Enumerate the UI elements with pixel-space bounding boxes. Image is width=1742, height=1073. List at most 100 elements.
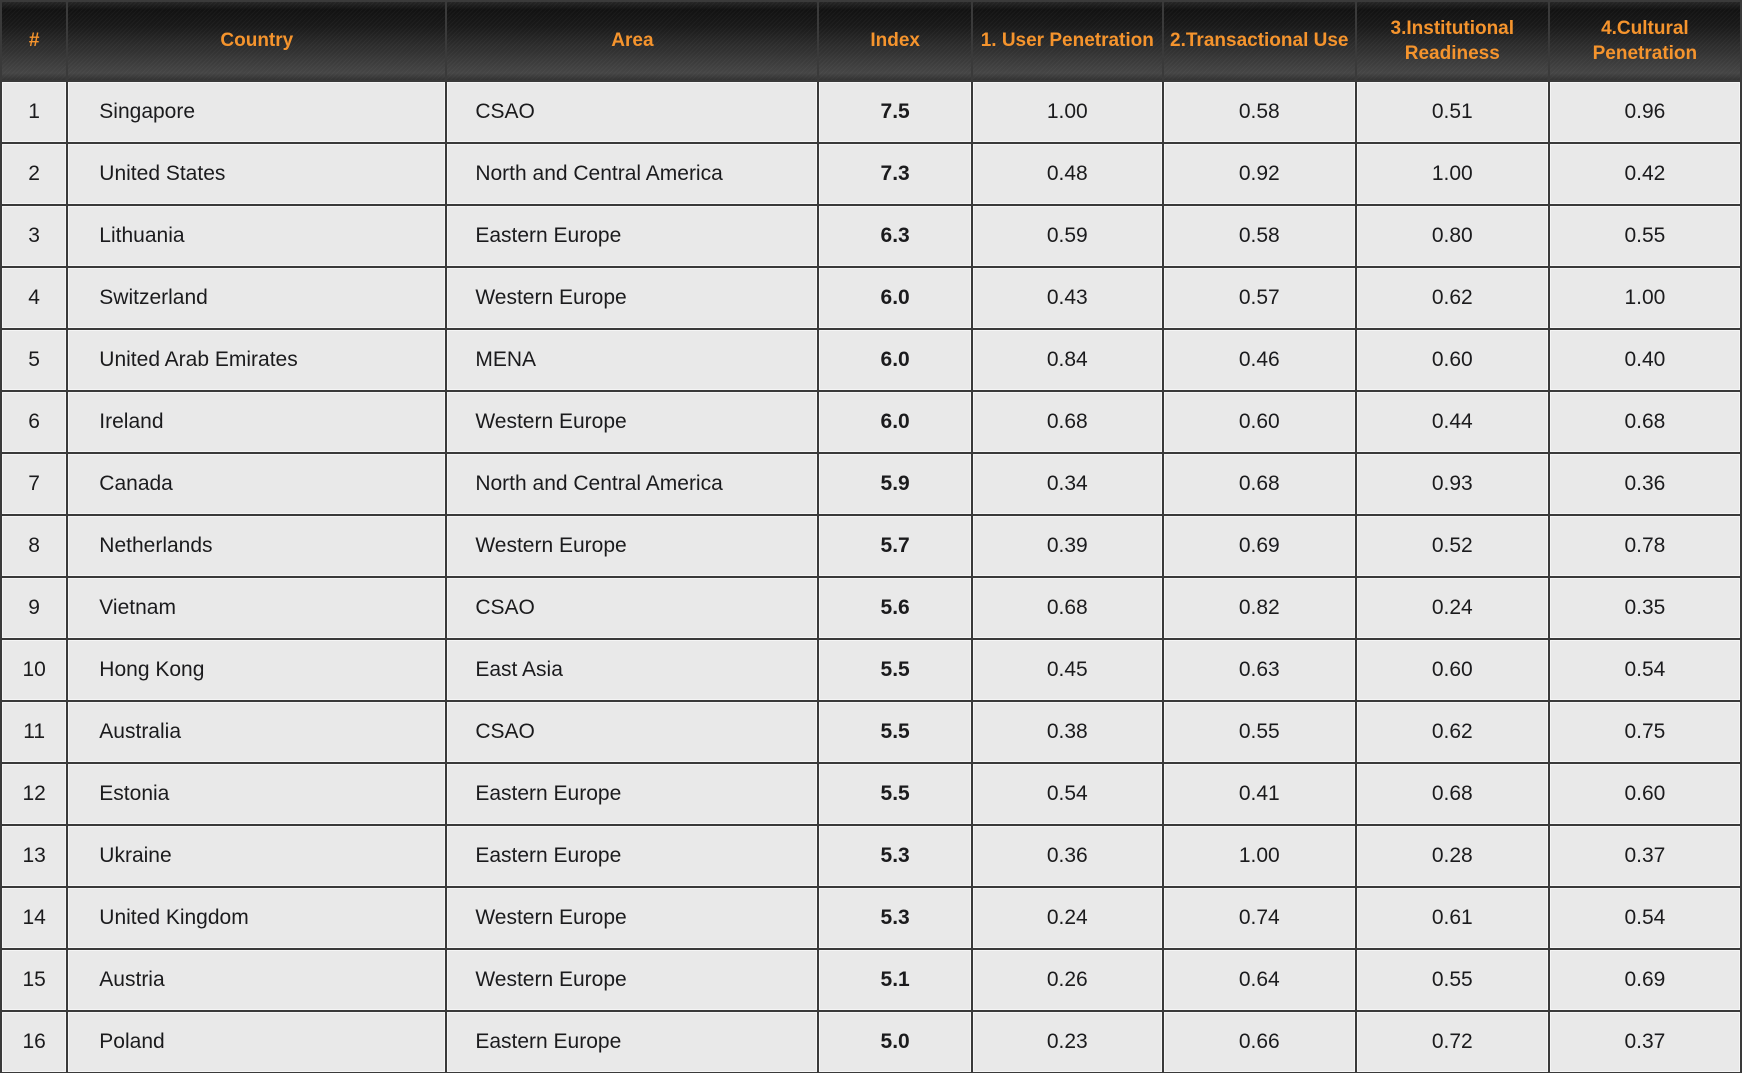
cell-index: 5.3 xyxy=(819,826,971,886)
cell-country: Lithuania xyxy=(68,206,446,266)
table-row: 12 Estonia Eastern Europe 5.5 0.54 0.41 0.68 0.… xyxy=(2,764,1740,824)
cell-rank: 12 xyxy=(2,764,67,824)
cell-rank: 13 xyxy=(2,826,67,886)
cell-cultural-penetration: 0.35 xyxy=(1549,578,1740,638)
cell-user-penetration: 0.39 xyxy=(972,516,1162,576)
cell-transactional-use: 1.00 xyxy=(1163,826,1355,886)
cell-country: Poland xyxy=(68,1012,446,1072)
cell-rank: 7 xyxy=(2,454,67,514)
table-row: 10 Hong Kong East Asia 5.5 0.45 0.63 0.60 0.54 xyxy=(2,640,1740,700)
cell-institutional-readiness: 0.80 xyxy=(1356,206,1548,266)
cell-rank: 15 xyxy=(2,950,67,1010)
cell-index: 5.6 xyxy=(819,578,971,638)
column-header-cultural-penetration: 4.Cultural Penetration xyxy=(1550,2,1740,80)
cell-institutional-readiness: 0.62 xyxy=(1356,268,1548,328)
cell-area: Eastern Europe xyxy=(447,764,818,824)
cell-transactional-use: 0.92 xyxy=(1163,144,1355,204)
table-row: 11 Australia CSAO 5.5 0.38 0.55 0.62 0.75 xyxy=(2,702,1740,762)
cell-area: CSAO xyxy=(447,702,818,762)
cell-country: Hong Kong xyxy=(68,640,446,700)
cell-index: 6.3 xyxy=(819,206,971,266)
cell-transactional-use: 0.57 xyxy=(1163,268,1355,328)
cell-rank: 4 xyxy=(2,268,67,328)
cell-cultural-penetration: 0.78 xyxy=(1549,516,1740,576)
cell-cultural-penetration: 0.69 xyxy=(1549,950,1740,1010)
cell-institutional-readiness: 0.60 xyxy=(1356,640,1548,700)
cell-institutional-readiness: 0.44 xyxy=(1356,392,1548,452)
cell-area: Western Europe xyxy=(447,392,818,452)
cell-user-penetration: 0.45 xyxy=(972,640,1162,700)
cell-rank: 3 xyxy=(2,206,67,266)
table-row: 3 Lithuania Eastern Europe 6.3 0.59 0.58 0.80 0… xyxy=(2,206,1740,266)
cell-cultural-penetration: 0.37 xyxy=(1549,1012,1740,1072)
cell-transactional-use: 0.82 xyxy=(1163,578,1355,638)
table-row: 15 Austria Western Europe 5.1 0.26 0.64 0.55 0.… xyxy=(2,950,1740,1010)
cell-cultural-penetration: 0.42 xyxy=(1549,144,1740,204)
cell-index: 5.5 xyxy=(819,640,971,700)
header-row: # Country Area Index 1. User Penetration… xyxy=(2,2,1740,80)
cell-country: United Kingdom xyxy=(68,888,446,948)
cell-cultural-penetration: 0.68 xyxy=(1549,392,1740,452)
cell-cultural-penetration: 0.36 xyxy=(1549,454,1740,514)
column-header-institutional-readiness: 3.Institutional Readiness xyxy=(1357,2,1548,80)
cell-user-penetration: 0.24 xyxy=(972,888,1162,948)
cell-country: Australia xyxy=(68,702,446,762)
cell-area: Western Europe xyxy=(447,950,818,1010)
cell-country: Netherlands xyxy=(68,516,446,576)
table-row: 5 United Arab Emirates MENA 6.0 0.84 0.46 0.60… xyxy=(2,330,1740,390)
cell-country: Switzerland xyxy=(68,268,446,328)
cell-index: 5.7 xyxy=(819,516,971,576)
cell-area: Eastern Europe xyxy=(447,206,818,266)
cell-country: United States xyxy=(68,144,446,204)
cell-area: CSAO xyxy=(447,578,818,638)
cell-user-penetration: 0.59 xyxy=(972,206,1162,266)
table-row: 8 Netherlands Western Europe 5.7 0.39 0.69 0.5… xyxy=(2,516,1740,576)
cell-user-penetration: 0.68 xyxy=(972,578,1162,638)
cell-index: 7.5 xyxy=(819,82,971,142)
table-row: 9 Vietnam CSAO 5.6 0.68 0.82 0.24 0.35 xyxy=(2,578,1740,638)
column-header-user-penetration: 1. User Penetration xyxy=(973,2,1162,80)
cell-index: 5.3 xyxy=(819,888,971,948)
cell-cultural-penetration: 0.54 xyxy=(1549,640,1740,700)
cell-institutional-readiness: 0.28 xyxy=(1356,826,1548,886)
cell-index: 6.0 xyxy=(819,268,971,328)
column-header-area: Area xyxy=(447,2,817,80)
cell-index: 7.3 xyxy=(819,144,971,204)
cell-transactional-use: 0.55 xyxy=(1163,702,1355,762)
cell-area: Western Europe xyxy=(447,268,818,328)
cell-index: 5.1 xyxy=(819,950,971,1010)
cell-rank: 1 xyxy=(2,82,67,142)
cell-institutional-readiness: 1.00 xyxy=(1356,144,1548,204)
cell-institutional-readiness: 0.51 xyxy=(1356,82,1548,142)
cell-index: 6.0 xyxy=(819,330,971,390)
cell-transactional-use: 0.69 xyxy=(1163,516,1355,576)
column-header-transactional-use: 2.Transactional Use xyxy=(1164,2,1355,80)
cell-user-penetration: 0.38 xyxy=(972,702,1162,762)
cell-rank: 9 xyxy=(2,578,67,638)
cell-user-penetration: 0.34 xyxy=(972,454,1162,514)
cell-user-penetration: 0.48 xyxy=(972,144,1162,204)
cell-transactional-use: 0.68 xyxy=(1163,454,1355,514)
cell-user-penetration: 0.54 xyxy=(972,764,1162,824)
cell-institutional-readiness: 0.55 xyxy=(1356,950,1548,1010)
cell-cultural-penetration: 0.37 xyxy=(1549,826,1740,886)
cell-country: United Arab Emirates xyxy=(68,330,446,390)
cell-country: Estonia xyxy=(68,764,446,824)
cell-cultural-penetration: 0.54 xyxy=(1549,888,1740,948)
cell-institutional-readiness: 0.24 xyxy=(1356,578,1548,638)
cell-country: Canada xyxy=(68,454,446,514)
cell-area: Western Europe xyxy=(447,516,818,576)
cell-index: 5.9 xyxy=(819,454,971,514)
cell-institutional-readiness: 0.62 xyxy=(1356,702,1548,762)
cell-area: Western Europe xyxy=(447,888,818,948)
cell-cultural-penetration: 1.00 xyxy=(1549,268,1740,328)
cell-transactional-use: 0.58 xyxy=(1163,82,1355,142)
cell-transactional-use: 0.64 xyxy=(1163,950,1355,1010)
cell-country: Vietnam xyxy=(68,578,446,638)
cell-transactional-use: 0.60 xyxy=(1163,392,1355,452)
cell-user-penetration: 0.84 xyxy=(972,330,1162,390)
cell-cultural-penetration: 0.55 xyxy=(1549,206,1740,266)
cell-rank: 14 xyxy=(2,888,67,948)
column-header-index: Index xyxy=(819,2,970,80)
